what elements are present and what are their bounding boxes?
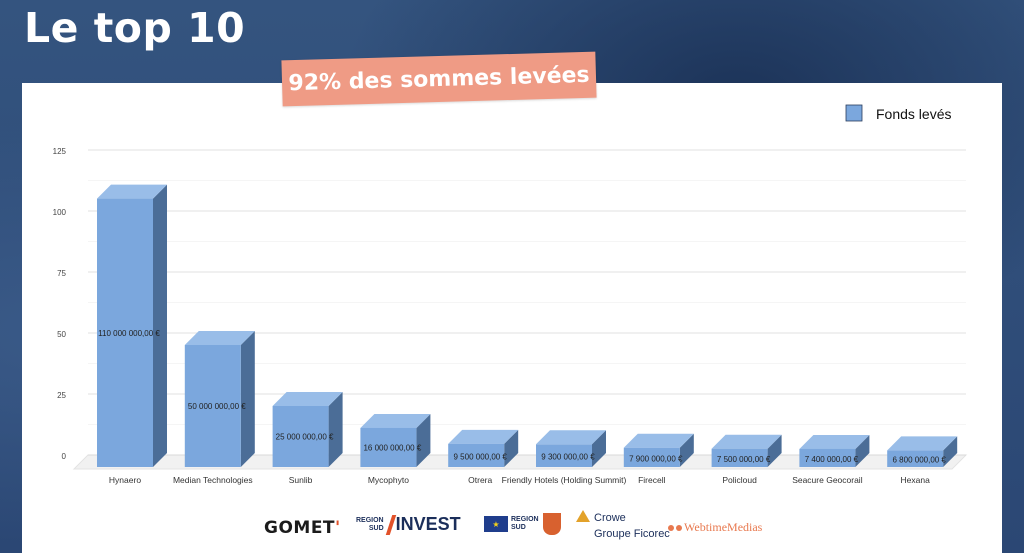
x-tick-label: Firecell xyxy=(638,475,666,485)
region-sud-line1: REGION xyxy=(511,516,539,523)
bar-side xyxy=(504,429,519,467)
page-title: Le top 10 xyxy=(24,4,246,52)
x-tick-label: Friendly Hotels (Holding Summit) xyxy=(502,475,627,485)
data-label: 9 300 000,00 € xyxy=(541,453,595,462)
bar-side xyxy=(855,434,870,467)
data-label: 7 400 000,00 € xyxy=(805,455,859,464)
bar xyxy=(272,406,329,467)
x-tick-label: Policloud xyxy=(722,475,757,485)
bar-top xyxy=(799,434,870,449)
bar-side xyxy=(592,430,606,467)
bar xyxy=(799,448,856,467)
bar xyxy=(360,427,417,467)
x-tick-label: Otrera xyxy=(468,475,492,485)
bar-top xyxy=(887,436,958,451)
data-label: 7 500 000,00 € xyxy=(717,455,771,464)
bar xyxy=(623,447,680,467)
y-tick-label: 0 xyxy=(62,452,67,461)
crest-icon xyxy=(542,513,561,535)
bar-side xyxy=(416,413,431,467)
bar xyxy=(536,444,592,467)
gomet-logo: GOMET ' xyxy=(264,518,341,538)
x-tick-label: Hexana xyxy=(901,475,931,485)
data-label: 110 000 000,00 € xyxy=(98,329,160,338)
data-label: 6 800 000,00 € xyxy=(893,456,947,465)
data-label: 16 000 000,00 € xyxy=(363,443,421,452)
webtime-medias-logo: WebtimeMedias xyxy=(668,520,762,535)
y-tick-label: 100 xyxy=(53,208,67,217)
region-sud-invest-logo: REGION SUD INVEST xyxy=(356,514,461,535)
webtime-logo-text: WebtimeMedias xyxy=(684,520,763,534)
x-tick-label: Mycophyto xyxy=(368,475,409,485)
bar-side xyxy=(240,331,255,467)
webtime-dot-icon xyxy=(668,524,674,531)
bar xyxy=(97,198,153,467)
bar xyxy=(184,345,241,467)
y-tick-label: 125 xyxy=(53,147,67,156)
legend-label: Fonds levés xyxy=(876,106,951,122)
crowe-name: Crowe xyxy=(594,512,626,524)
data-label: 25 000 000,00 € xyxy=(276,433,334,442)
bar-top xyxy=(711,434,782,449)
bar-top xyxy=(184,331,255,345)
x-tick-label: Hynaero xyxy=(109,475,141,485)
sponsor-logos: GOMET ' REGION SUD INVEST ★ REGION SUD Cr… xyxy=(0,508,1024,548)
eu-stars-icon: ★ xyxy=(484,516,508,532)
region-logo-line1: REGION xyxy=(356,516,384,524)
bar xyxy=(887,450,944,467)
gomet-logo-text: GOMET xyxy=(264,518,336,538)
region-sud-line2: SUD xyxy=(511,524,526,531)
webtime-dot-icon xyxy=(676,524,682,531)
bar-side xyxy=(328,392,343,467)
bar-top xyxy=(448,429,519,444)
bar-side xyxy=(153,184,167,467)
x-tick-label: Seacure Geocorail xyxy=(792,475,863,485)
crowe-logo: Crowe Groupe Ficorec xyxy=(576,510,670,542)
data-label: 50 000 000,00 € xyxy=(188,402,246,411)
region-sud-crest-logo: REGION SUD xyxy=(511,513,561,535)
banner-callout: 92% des sommes levées xyxy=(281,51,597,107)
bar-top xyxy=(536,430,606,445)
bar-side xyxy=(943,436,958,467)
bar xyxy=(711,448,768,467)
legend-swatch xyxy=(845,104,863,122)
invest-logo-text: INVEST xyxy=(395,514,461,534)
x-tick-label: Median Technologies xyxy=(173,475,253,485)
eu-flag-logo: ★ xyxy=(484,516,508,532)
chart-panel xyxy=(22,83,1002,553)
data-label: 7 900 000,00 € xyxy=(629,454,683,463)
bar-top xyxy=(97,184,167,199)
y-tick-label: 25 xyxy=(57,391,66,400)
data-label: 9 500 000,00 € xyxy=(454,452,508,461)
x-tick-label: Sunlib xyxy=(289,475,313,485)
bar-top xyxy=(360,413,431,428)
y-tick-label: 75 xyxy=(57,269,66,278)
region-logo-line2: SUD xyxy=(368,524,384,532)
crowe-triangle-icon xyxy=(576,510,590,522)
bar-top xyxy=(623,433,694,448)
bar-top xyxy=(272,392,343,406)
bar-side xyxy=(679,433,694,467)
bar-side xyxy=(767,434,782,467)
y-tick-label: 50 xyxy=(57,330,66,339)
banner-text: 92% des sommes levées xyxy=(288,62,590,96)
crowe-subname: Groupe Ficorec xyxy=(594,528,670,540)
bar xyxy=(448,443,505,467)
